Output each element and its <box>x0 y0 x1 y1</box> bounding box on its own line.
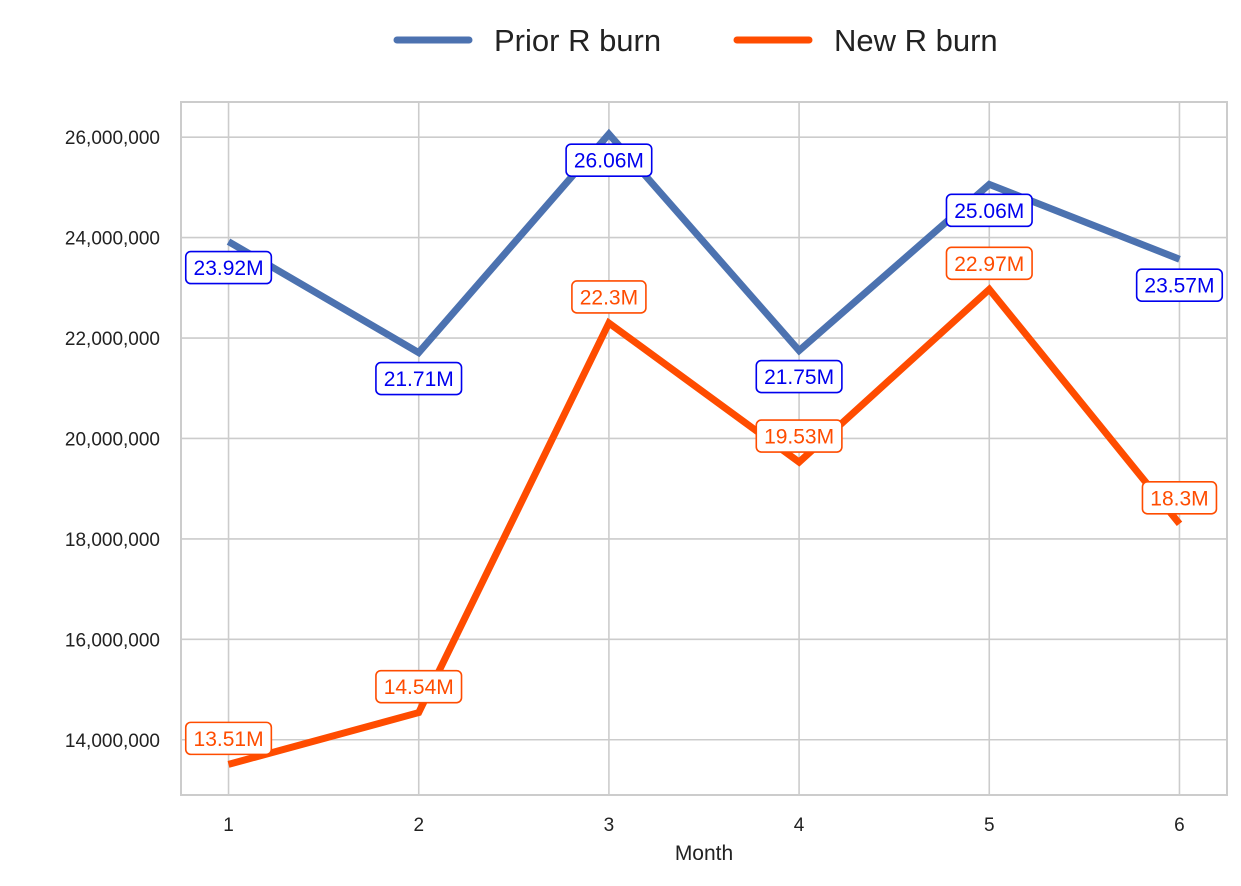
data-label: 18.3M <box>1141 481 1218 515</box>
data-label-box <box>565 143 653 177</box>
data-label-box <box>184 721 273 756</box>
data-label-text: 13.51M <box>194 728 264 751</box>
data-label-text: 19.53M <box>764 426 834 449</box>
data-label-text: 14.54M <box>384 676 454 699</box>
legend: Prior R burn New R burn <box>393 23 998 58</box>
y-tick-label: 14,000,000 <box>65 731 160 752</box>
data-label-text: 18.3M <box>1150 487 1208 510</box>
data-label-text: 23.57M <box>1144 275 1214 298</box>
y-tick-label: 22,000,000 <box>65 329 160 350</box>
series-line <box>227 284 1183 768</box>
data-label-box <box>184 250 273 285</box>
data-label-box <box>375 361 463 396</box>
grid-layer <box>181 102 1227 795</box>
x-tick-label: 2 <box>413 815 424 836</box>
legend-item: Prior R burn <box>393 23 661 58</box>
legend-label: Prior R burn <box>494 23 661 58</box>
data-label-text: 26.06M <box>574 150 644 173</box>
data-label-text: 21.71M <box>384 368 454 391</box>
data-label-text: 21.75M <box>764 366 834 389</box>
x-tick-label: 1 <box>223 815 234 836</box>
data-label-box <box>945 246 1033 281</box>
series-layer <box>226 128 1183 768</box>
data-label-box <box>1135 268 1224 302</box>
data-label-box <box>375 669 463 704</box>
data-label-text: 23.92M <box>194 257 264 280</box>
data-label: 26.06M <box>565 143 653 177</box>
x-axis-title: Month <box>675 842 733 865</box>
data-label-text: 22.97M <box>954 253 1024 276</box>
data-label-box <box>945 193 1033 228</box>
data-label: 23.57M <box>1135 268 1224 302</box>
tick-label-layer: 1 2 3 4 5 6 14,000,000 16,000,000 18,000,000 20,0… <box>65 128 1185 836</box>
y-tick-label: 24,000,000 <box>65 229 160 250</box>
data-label: 14.54M <box>375 669 463 704</box>
y-tick-label: 20,000,000 <box>65 429 160 450</box>
data-label: 22.3M <box>571 280 647 314</box>
x-tick-label: 3 <box>604 815 615 836</box>
y-tick-label: 26,000,000 <box>65 128 160 149</box>
data-label: 22.97M <box>945 246 1033 281</box>
legend-item: New R burn <box>733 23 998 58</box>
data-label: 21.71M <box>375 361 463 396</box>
data-label-box <box>755 359 843 394</box>
data-label: 23.92M <box>184 250 273 285</box>
y-tick-label: 16,000,000 <box>65 630 160 651</box>
data-label: 25.06M <box>945 193 1033 228</box>
data-label-box <box>755 419 843 453</box>
plot-frame <box>180 101 1228 796</box>
x-tick-label: 4 <box>794 815 805 836</box>
data-label: 19.53M <box>755 419 843 453</box>
data-label-box <box>571 280 647 314</box>
series-line <box>226 128 1181 358</box>
data-label-layer: 23.92M 21.71M 26.06M 21.75M 25.06M 23.57M 13.5… <box>184 143 1224 756</box>
data-label: 13.51M <box>184 721 273 756</box>
x-tick-label: 5 <box>984 815 995 836</box>
data-label-text: 25.06M <box>954 200 1024 223</box>
data-label: 21.75M <box>755 359 843 394</box>
x-tick-label: 6 <box>1174 815 1185 836</box>
data-label-text: 22.3M <box>580 286 638 309</box>
data-label-box <box>1141 481 1218 515</box>
y-tick-label: 18,000,000 <box>65 530 160 551</box>
legend-label: New R burn <box>834 23 998 58</box>
